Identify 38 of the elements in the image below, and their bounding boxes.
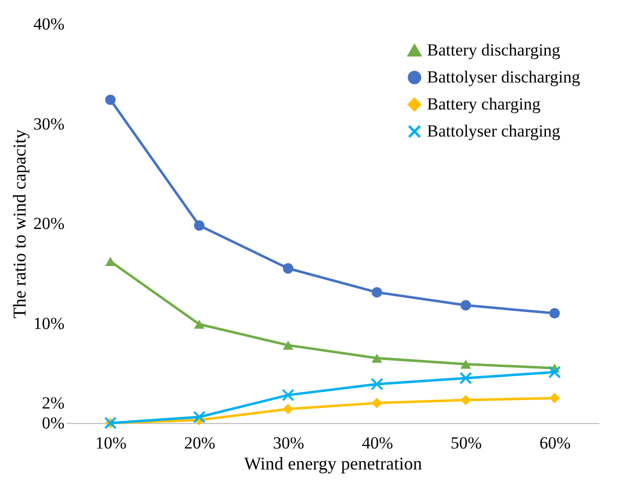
point: [282, 404, 294, 414]
point: [372, 354, 382, 363]
point: [460, 372, 472, 384]
point: [370, 378, 384, 390]
x-tick-label: 30%: [272, 434, 304, 452]
y-tick-label: 0%: [42, 414, 64, 432]
x-tick-label: 20%: [184, 434, 216, 452]
y-axis-title: The ratio to wind capacity: [9, 130, 30, 318]
legend-label: Battery discharging: [427, 40, 561, 60]
point: [372, 287, 382, 298]
point: [193, 410, 206, 424]
y-tick-label: 2%: [42, 394, 64, 413]
x-tick-label: 50%: [450, 434, 482, 452]
point: [282, 263, 294, 274]
point: [460, 360, 471, 369]
point: [282, 340, 294, 350]
point: [549, 392, 560, 404]
x-tick-label: 40%: [362, 434, 394, 452]
y-tick-label: 30%: [33, 114, 64, 134]
point: [194, 220, 204, 231]
point: [105, 94, 116, 106]
legend-label: Battery charging: [427, 94, 541, 114]
x-tick-label: 10%: [95, 434, 127, 452]
y-tick-label: 10%: [33, 314, 64, 333]
x-axis-title: Wind energy penetration: [244, 454, 422, 474]
point: [282, 388, 294, 402]
point: [372, 398, 382, 408]
point: [548, 366, 561, 378]
x-tick-label: 60%: [539, 434, 571, 452]
point: [460, 300, 471, 311]
y-tick-label: 40%: [33, 14, 64, 34]
point: [105, 256, 116, 266]
point: [549, 308, 560, 319]
y-tick-label: 20%: [33, 214, 64, 233]
point: [194, 320, 204, 329]
point: [460, 394, 471, 406]
legend-label: Battolyser discharging: [427, 68, 581, 86]
legend-label: Battolyser charging: [427, 122, 561, 140]
